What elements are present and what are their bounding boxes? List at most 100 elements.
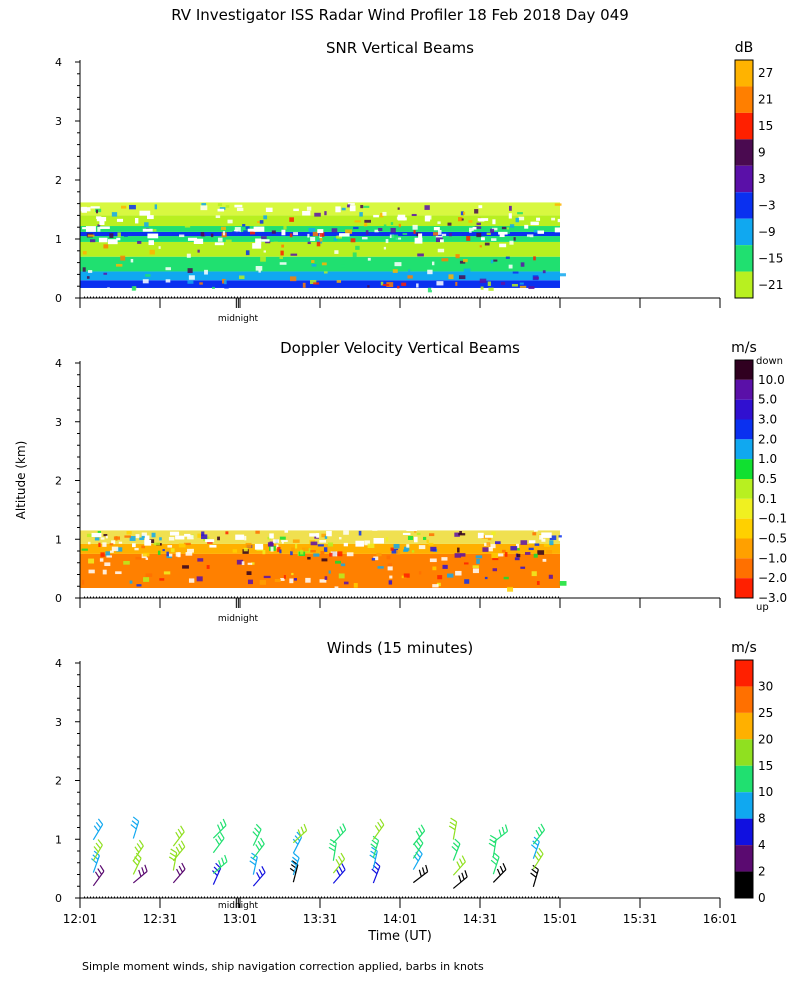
wind-barb-feather bbox=[255, 823, 262, 830]
heatmap-cell bbox=[515, 217, 520, 223]
heatmap-cell bbox=[293, 578, 297, 581]
heatmap-gap bbox=[90, 206, 100, 209]
heatmap-cell bbox=[199, 282, 203, 285]
heatmap-cell bbox=[166, 551, 169, 557]
heatmap-cell bbox=[225, 531, 229, 535]
wind-barb-feather bbox=[93, 846, 99, 853]
heatmap-cell bbox=[335, 560, 341, 564]
heatmap-cell bbox=[371, 557, 376, 561]
heatmap-cell bbox=[222, 231, 226, 236]
heatmap-gap bbox=[281, 229, 286, 236]
heatmap-cell bbox=[337, 551, 343, 557]
colorbar-label: 15 bbox=[758, 119, 773, 133]
y-axis-label: Altitude (km) bbox=[14, 441, 28, 520]
colorbar-swatch bbox=[735, 660, 753, 687]
heatmap-cell bbox=[134, 547, 139, 551]
heatmap-cell bbox=[178, 543, 186, 548]
axes: 0 1 2 3 4 bbox=[55, 657, 721, 908]
heatmap-cell bbox=[466, 236, 471, 241]
heatmap-cell bbox=[242, 549, 249, 554]
heatmap-gap bbox=[85, 226, 96, 232]
heatmap-gap bbox=[135, 217, 139, 224]
heatmap-cell bbox=[412, 224, 418, 230]
heatmap-cell bbox=[197, 558, 204, 562]
heatmap-cell bbox=[432, 584, 439, 588]
heatmap-cell bbox=[103, 244, 109, 249]
wind-barb-feather bbox=[489, 838, 496, 844]
heatmap-cell bbox=[123, 234, 128, 237]
wind-barb-staff bbox=[132, 857, 142, 875]
wind-barb-feather bbox=[93, 850, 100, 857]
heatmap-cell bbox=[492, 558, 499, 561]
heatmap-cell bbox=[422, 536, 427, 540]
wind-barb-feather bbox=[261, 866, 266, 873]
wind-barb-feather bbox=[144, 864, 148, 872]
heatmap-cell bbox=[279, 536, 286, 540]
heatmap-band bbox=[80, 280, 560, 288]
wind-barb-staff bbox=[292, 837, 303, 854]
wind-barb-feather bbox=[451, 846, 458, 852]
heatmap-gap bbox=[247, 228, 257, 232]
wind-barb-staff bbox=[492, 830, 508, 843]
wind-barb-staff bbox=[212, 837, 225, 854]
wind-barb-staff bbox=[372, 840, 380, 858]
heatmap-cell bbox=[316, 241, 321, 247]
heatmap-cell bbox=[447, 573, 454, 578]
heatmap-cell bbox=[277, 546, 281, 552]
heatmap-gap bbox=[209, 544, 217, 548]
heatmap-cell bbox=[416, 532, 421, 536]
heatmap-cell bbox=[154, 204, 158, 210]
heatmap-gap bbox=[333, 517, 343, 522]
colorbar-label: 0.1 bbox=[758, 492, 777, 506]
heatmap-gap bbox=[402, 532, 411, 536]
wind-barb-feather bbox=[490, 859, 497, 866]
wind-barb-staff bbox=[332, 869, 346, 884]
panel-title: SNR Vertical Beams bbox=[326, 39, 474, 57]
heatmap-gap bbox=[309, 533, 319, 537]
heatmap-cell bbox=[394, 262, 402, 267]
heatmap-cell bbox=[88, 558, 95, 564]
heatmap-cell bbox=[426, 539, 429, 544]
colorbar-swatch bbox=[735, 419, 753, 440]
heatmap-cell bbox=[532, 532, 537, 536]
heatmap-cell bbox=[491, 238, 497, 241]
heatmap-cell bbox=[537, 550, 545, 555]
wind-barb-feather bbox=[538, 847, 544, 855]
wind-barb-staff bbox=[252, 843, 265, 859]
wind-barb-feather bbox=[290, 860, 297, 866]
heatmap-cell bbox=[447, 222, 452, 226]
heatmap-cell bbox=[433, 232, 439, 236]
heatmap-gap bbox=[218, 527, 230, 530]
wind-barb-feather bbox=[215, 838, 220, 846]
colorbar-unit: m/s bbox=[731, 340, 757, 356]
heatmap-cell bbox=[486, 232, 491, 235]
heatmap-cell bbox=[509, 224, 515, 228]
heatmap-cell bbox=[559, 273, 566, 277]
heatmap-cell bbox=[307, 241, 311, 245]
wind-barb-feather bbox=[135, 852, 142, 859]
heatmap-cell bbox=[390, 222, 394, 225]
heatmap-cell bbox=[137, 241, 142, 244]
colorbar-frame bbox=[734, 59, 754, 299]
heatmap-cell bbox=[340, 264, 346, 268]
heatmap-cell bbox=[272, 539, 279, 543]
x-tick-label: 13:31 bbox=[303, 912, 338, 926]
wind-barb-feather bbox=[224, 854, 228, 862]
heatmap-gap bbox=[214, 242, 224, 246]
heatmap-cell bbox=[523, 253, 529, 257]
heatmap-cell bbox=[111, 212, 118, 217]
wind-barb-feather bbox=[95, 821, 102, 829]
heatmap-cell bbox=[281, 541, 284, 544]
heatmap-cell bbox=[103, 534, 108, 537]
heatmap-gap bbox=[159, 520, 168, 525]
x-tick-label: 16:01 bbox=[703, 912, 738, 926]
colorbar-label: 25 bbox=[758, 706, 773, 720]
heatmap-cell bbox=[346, 552, 354, 557]
heatmap-cell bbox=[476, 232, 482, 238]
heatmap-cell bbox=[221, 278, 226, 284]
heatmap-cell bbox=[427, 287, 432, 293]
heatmap-cell bbox=[260, 256, 266, 262]
colorbar-swatch bbox=[735, 360, 753, 380]
colorbar-swatch bbox=[735, 459, 753, 479]
heatmap-cell bbox=[383, 246, 387, 250]
